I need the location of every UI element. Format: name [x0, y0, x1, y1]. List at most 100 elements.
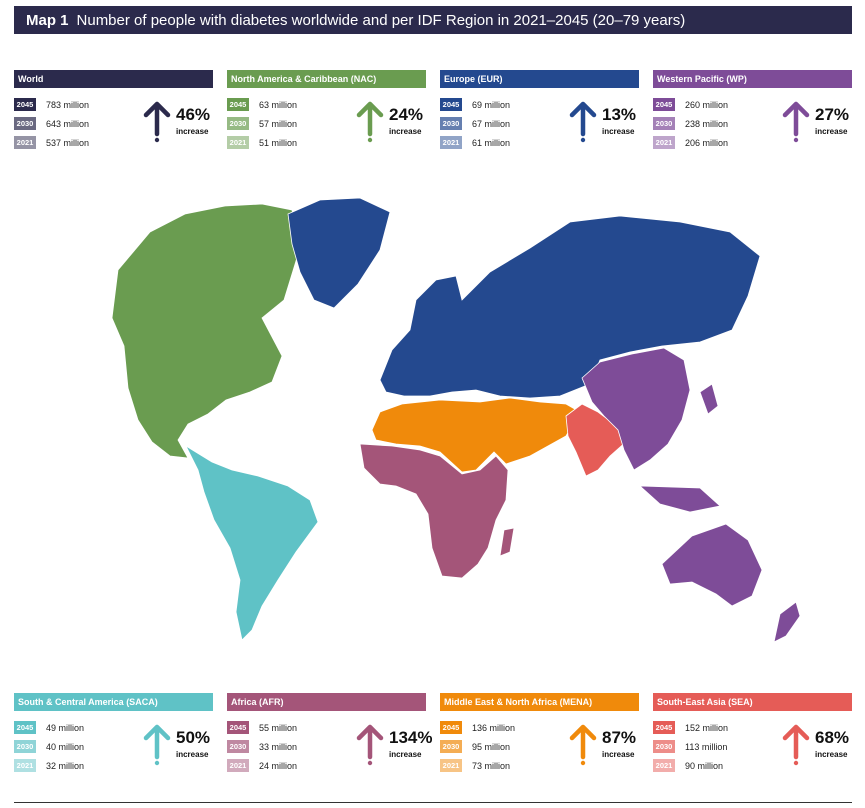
year-row: 2045 783 million: [14, 98, 89, 111]
people-count: 69 million: [472, 99, 511, 110]
year-row: 2021 206 million: [653, 136, 728, 149]
year-row: 2045 136 million: [440, 721, 515, 734]
year-row: 2045 69 million: [440, 98, 510, 111]
year-badge: 2021: [653, 136, 675, 149]
increase-percent: 87%: [602, 728, 637, 747]
region-shape-sea: [565, 403, 629, 477]
year-row: 2045 63 million: [227, 98, 297, 111]
region-name: Africa (AFR): [227, 693, 426, 711]
increase-label: increase: [176, 127, 209, 136]
increase-label: increase: [602, 750, 635, 759]
year-row: 2030 95 million: [440, 740, 510, 753]
region-shape-eur: [379, 215, 761, 399]
year-badge: 2021: [653, 759, 675, 772]
increase-percent: 13%: [602, 105, 637, 124]
year-row: 2030 33 million: [227, 740, 297, 753]
arrow-up-icon: [782, 101, 810, 143]
region-shape-wp: [581, 347, 721, 513]
people-count: 51 million: [259, 137, 298, 148]
bottom-rule: [14, 802, 852, 803]
people-count: 55 million: [259, 722, 298, 733]
year-badge: 2030: [14, 740, 36, 753]
year-badge: 2021: [440, 759, 462, 772]
region-shape-greenland: [287, 197, 391, 309]
year-badge: 2030: [227, 740, 249, 753]
year-row: 2045 152 million: [653, 721, 728, 734]
increase-label: increase: [176, 750, 209, 759]
arrow-up-icon: [356, 101, 384, 143]
region-panel-saca: South & Central America (SACA) 2045 49 mil…: [14, 693, 213, 773]
increase-label: increase: [815, 127, 848, 136]
year-badge: 2045: [227, 721, 249, 734]
region-shape-afr: [359, 443, 515, 579]
people-count: 63 million: [259, 99, 298, 110]
map-number: Map 1: [26, 11, 69, 29]
year-badge: 2021: [227, 136, 249, 149]
region-shape-nac: [111, 203, 301, 459]
year-badge: 2045: [440, 721, 462, 734]
region-name: South-East Asia (SEA): [653, 693, 852, 711]
year-badge: 2045: [14, 98, 36, 111]
year-row: 2021 73 million: [440, 759, 510, 772]
year-row: 2030 643 million: [14, 117, 89, 130]
year-badge: 2045: [14, 721, 36, 734]
region-name: Western Pacific (WP): [653, 70, 852, 88]
arrow-up-icon: [143, 724, 171, 766]
year-row: 2030 40 million: [14, 740, 84, 753]
people-count: 260 million: [685, 99, 729, 110]
region-name: Europe (EUR): [440, 70, 639, 88]
people-count: 238 million: [685, 118, 729, 129]
people-count: 113 million: [685, 741, 728, 752]
region-shape-mena: [371, 397, 581, 473]
year-badge: 2021: [440, 136, 462, 149]
year-badge: 2045: [653, 98, 675, 111]
people-count: 61 million: [472, 137, 511, 148]
year-badge: 2030: [653, 117, 675, 130]
year-row: 2021 90 million: [653, 759, 723, 772]
arrow-up-icon: [143, 101, 171, 143]
year-row: 2021 24 million: [227, 759, 297, 772]
year-badge: 2021: [227, 759, 249, 772]
people-count: 73 million: [472, 760, 511, 771]
people-count: 24 million: [259, 760, 298, 771]
increase-percent: 68%: [815, 728, 850, 747]
year-badge: 2030: [440, 117, 462, 130]
people-count: 32 million: [46, 760, 85, 771]
increase-label: increase: [815, 750, 848, 759]
increase-percent: 50%: [176, 728, 211, 747]
people-count: 783 million: [46, 99, 90, 110]
year-badge: 2030: [227, 117, 249, 130]
year-badge: 2030: [653, 740, 675, 753]
people-count: 67 million: [472, 118, 511, 129]
region-panel-sea: South-East Asia (SEA) 2045 152 million 2030…: [653, 693, 852, 773]
year-row: 2045 260 million: [653, 98, 728, 111]
year-row: 2030 238 million: [653, 117, 728, 130]
map-title-text: Number of people with diabetes worldwide…: [76, 11, 686, 29]
region-name: World: [14, 70, 213, 88]
arrow-up-icon: [782, 724, 810, 766]
people-count: 152 million: [685, 722, 729, 733]
people-count: 206 million: [685, 137, 729, 148]
region-name: South & Central America (SACA): [14, 693, 213, 711]
year-badge: 2045: [653, 721, 675, 734]
year-row: 2021 51 million: [227, 136, 297, 149]
year-badge: 2045: [227, 98, 249, 111]
year-row: 2030 57 million: [227, 117, 297, 130]
people-count: 90 million: [685, 760, 724, 771]
region-panel-nac: North America & Caribbean (NAC) 2045 63 mi…: [227, 70, 426, 150]
region-panel-world: World 2045 783 million 2030 643 million 2021 5…: [14, 70, 213, 150]
increase-percent: 134%: [389, 728, 433, 747]
arrow-up-icon: [569, 724, 597, 766]
year-row: 2045 49 million: [14, 721, 84, 734]
people-count: 95 million: [472, 741, 511, 752]
people-count: 40 million: [46, 741, 85, 752]
increase-percent: 46%: [176, 105, 211, 124]
year-badge: 2021: [14, 759, 36, 772]
year-badge: 2045: [440, 98, 462, 111]
year-row: 2030 113 million: [653, 740, 727, 753]
arrow-up-icon: [569, 101, 597, 143]
people-count: 537 million: [46, 137, 90, 148]
people-count: 136 million: [472, 722, 516, 733]
year-row: 2030 67 million: [440, 117, 510, 130]
